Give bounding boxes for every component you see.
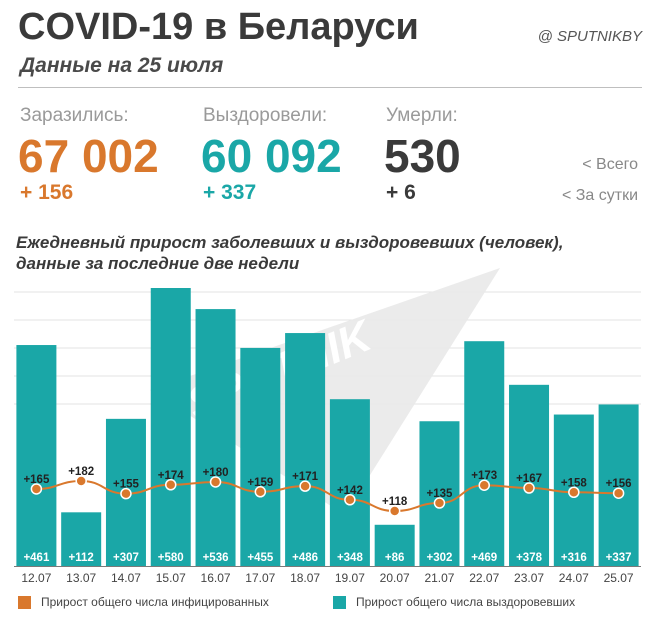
bar-recovered (16, 345, 57, 566)
point-infected (344, 494, 356, 506)
page-subtitle: Данные на 25 июля (20, 54, 224, 77)
point-value-label: +165 (23, 474, 50, 486)
bar-recovered (61, 512, 102, 566)
point-value-label: +159 (247, 477, 273, 489)
bar-recovered (374, 524, 415, 566)
legend-item-infected: Прирост общего числа инфицированных (18, 595, 269, 609)
bar-value-label: +86 (385, 552, 405, 564)
x-tick-label: 23.07 (514, 571, 544, 585)
point-value-label: +180 (203, 467, 229, 479)
x-tick-label: 25.07 (604, 571, 634, 585)
bar-recovered (464, 341, 505, 566)
bar-recovered (598, 404, 639, 566)
point-infected (75, 475, 87, 487)
died-label: Умерли: (386, 105, 458, 126)
x-tick-label: 13.07 (66, 571, 96, 585)
point-value-label: +158 (561, 477, 588, 489)
bar-recovered (240, 347, 281, 566)
bar-value-label: +302 (427, 552, 453, 564)
infected-total: 67 002 (18, 130, 159, 182)
x-tick-label: 22.07 (469, 571, 499, 585)
x-tick-label: 14.07 (111, 571, 141, 585)
bar-value-label: +316 (561, 552, 587, 564)
died-daily: + 6 (386, 181, 416, 204)
infected-label: Заразились: (20, 105, 129, 126)
chart-title: Ежедневный прирост заболевших и выздоров… (16, 233, 564, 273)
point-value-label: +182 (68, 466, 94, 478)
point-infected (523, 482, 535, 494)
recovered-label: Выздоровели: (203, 105, 328, 126)
died-total: 530 (384, 130, 461, 182)
point-infected (30, 483, 43, 495)
bar-recovered (419, 421, 460, 566)
x-tick-label: 16.07 (201, 571, 231, 585)
bar-value-label: +461 (23, 552, 50, 564)
point-infected (120, 487, 132, 500)
point-infected (612, 487, 625, 499)
bar-value-label: +580 (158, 552, 184, 564)
point-infected (254, 486, 267, 498)
bar-recovered (329, 399, 370, 566)
source-handle: @ SPUTNIKBY (537, 28, 642, 45)
bar-value-label: +337 (606, 552, 632, 564)
legend-label-recovered: Прирост общего числа выздоровевших (356, 595, 576, 609)
bar-value-label: +469 (471, 552, 497, 564)
bar-recovered (195, 309, 236, 566)
x-tick-label: 12.07 (21, 571, 51, 585)
point-value-label: +118 (382, 496, 408, 508)
point-infected (299, 480, 311, 492)
point-value-label: +167 (516, 473, 542, 485)
legend-swatch-recovered (333, 595, 346, 609)
bar-value-label: +307 (113, 552, 139, 564)
x-tick-label: 20.07 (380, 571, 410, 585)
bar-recovered (285, 333, 326, 566)
key-total: < Всего (582, 156, 638, 173)
x-tick-label: 17.07 (245, 571, 275, 585)
point-value-label: +142 (337, 485, 363, 497)
bar-value-label: +348 (337, 552, 364, 564)
x-tick-label: 24.07 (559, 571, 589, 585)
recovered-total: 60 092 (201, 130, 342, 182)
point-infected (209, 476, 222, 488)
point-infected (165, 479, 177, 491)
bar-value-label: +486 (292, 552, 318, 564)
point-infected (478, 479, 490, 491)
point-value-label: +155 (113, 479, 140, 491)
point-infected (433, 497, 446, 509)
legend-swatch-infected (18, 595, 31, 609)
infected-daily: + 156 (20, 181, 74, 204)
header-divider (18, 87, 642, 88)
x-tick-label: 19.07 (335, 571, 365, 585)
legend-item-recovered: Прирост общего числа выздоровевших (333, 595, 575, 609)
recovered-daily: + 337 (203, 181, 257, 204)
bar-recovered (150, 288, 191, 566)
point-value-label: +156 (606, 478, 632, 490)
bar-value-label: +536 (203, 552, 229, 564)
point-value-label: +171 (292, 471, 319, 483)
point-value-label: +174 (158, 470, 185, 482)
point-infected (388, 505, 401, 517)
legend-label-infected: Прирост общего числа инфицированных (41, 595, 269, 609)
point-value-label: +173 (471, 470, 497, 482)
point-infected (568, 486, 580, 499)
bar-value-label: +455 (247, 552, 274, 564)
bar-recovered (509, 384, 550, 566)
page-title: COVID-19 в Беларуси (18, 6, 419, 48)
bar-value-label: +112 (69, 552, 94, 564)
bar-value-label: +378 (516, 552, 543, 564)
point-value-label: +135 (427, 488, 454, 500)
x-tick-label: 21.07 (424, 571, 454, 585)
x-tick-label: 15.07 (156, 571, 186, 585)
x-tick-label: 18.07 (290, 571, 320, 585)
key-daily: < За сутки (561, 187, 638, 204)
